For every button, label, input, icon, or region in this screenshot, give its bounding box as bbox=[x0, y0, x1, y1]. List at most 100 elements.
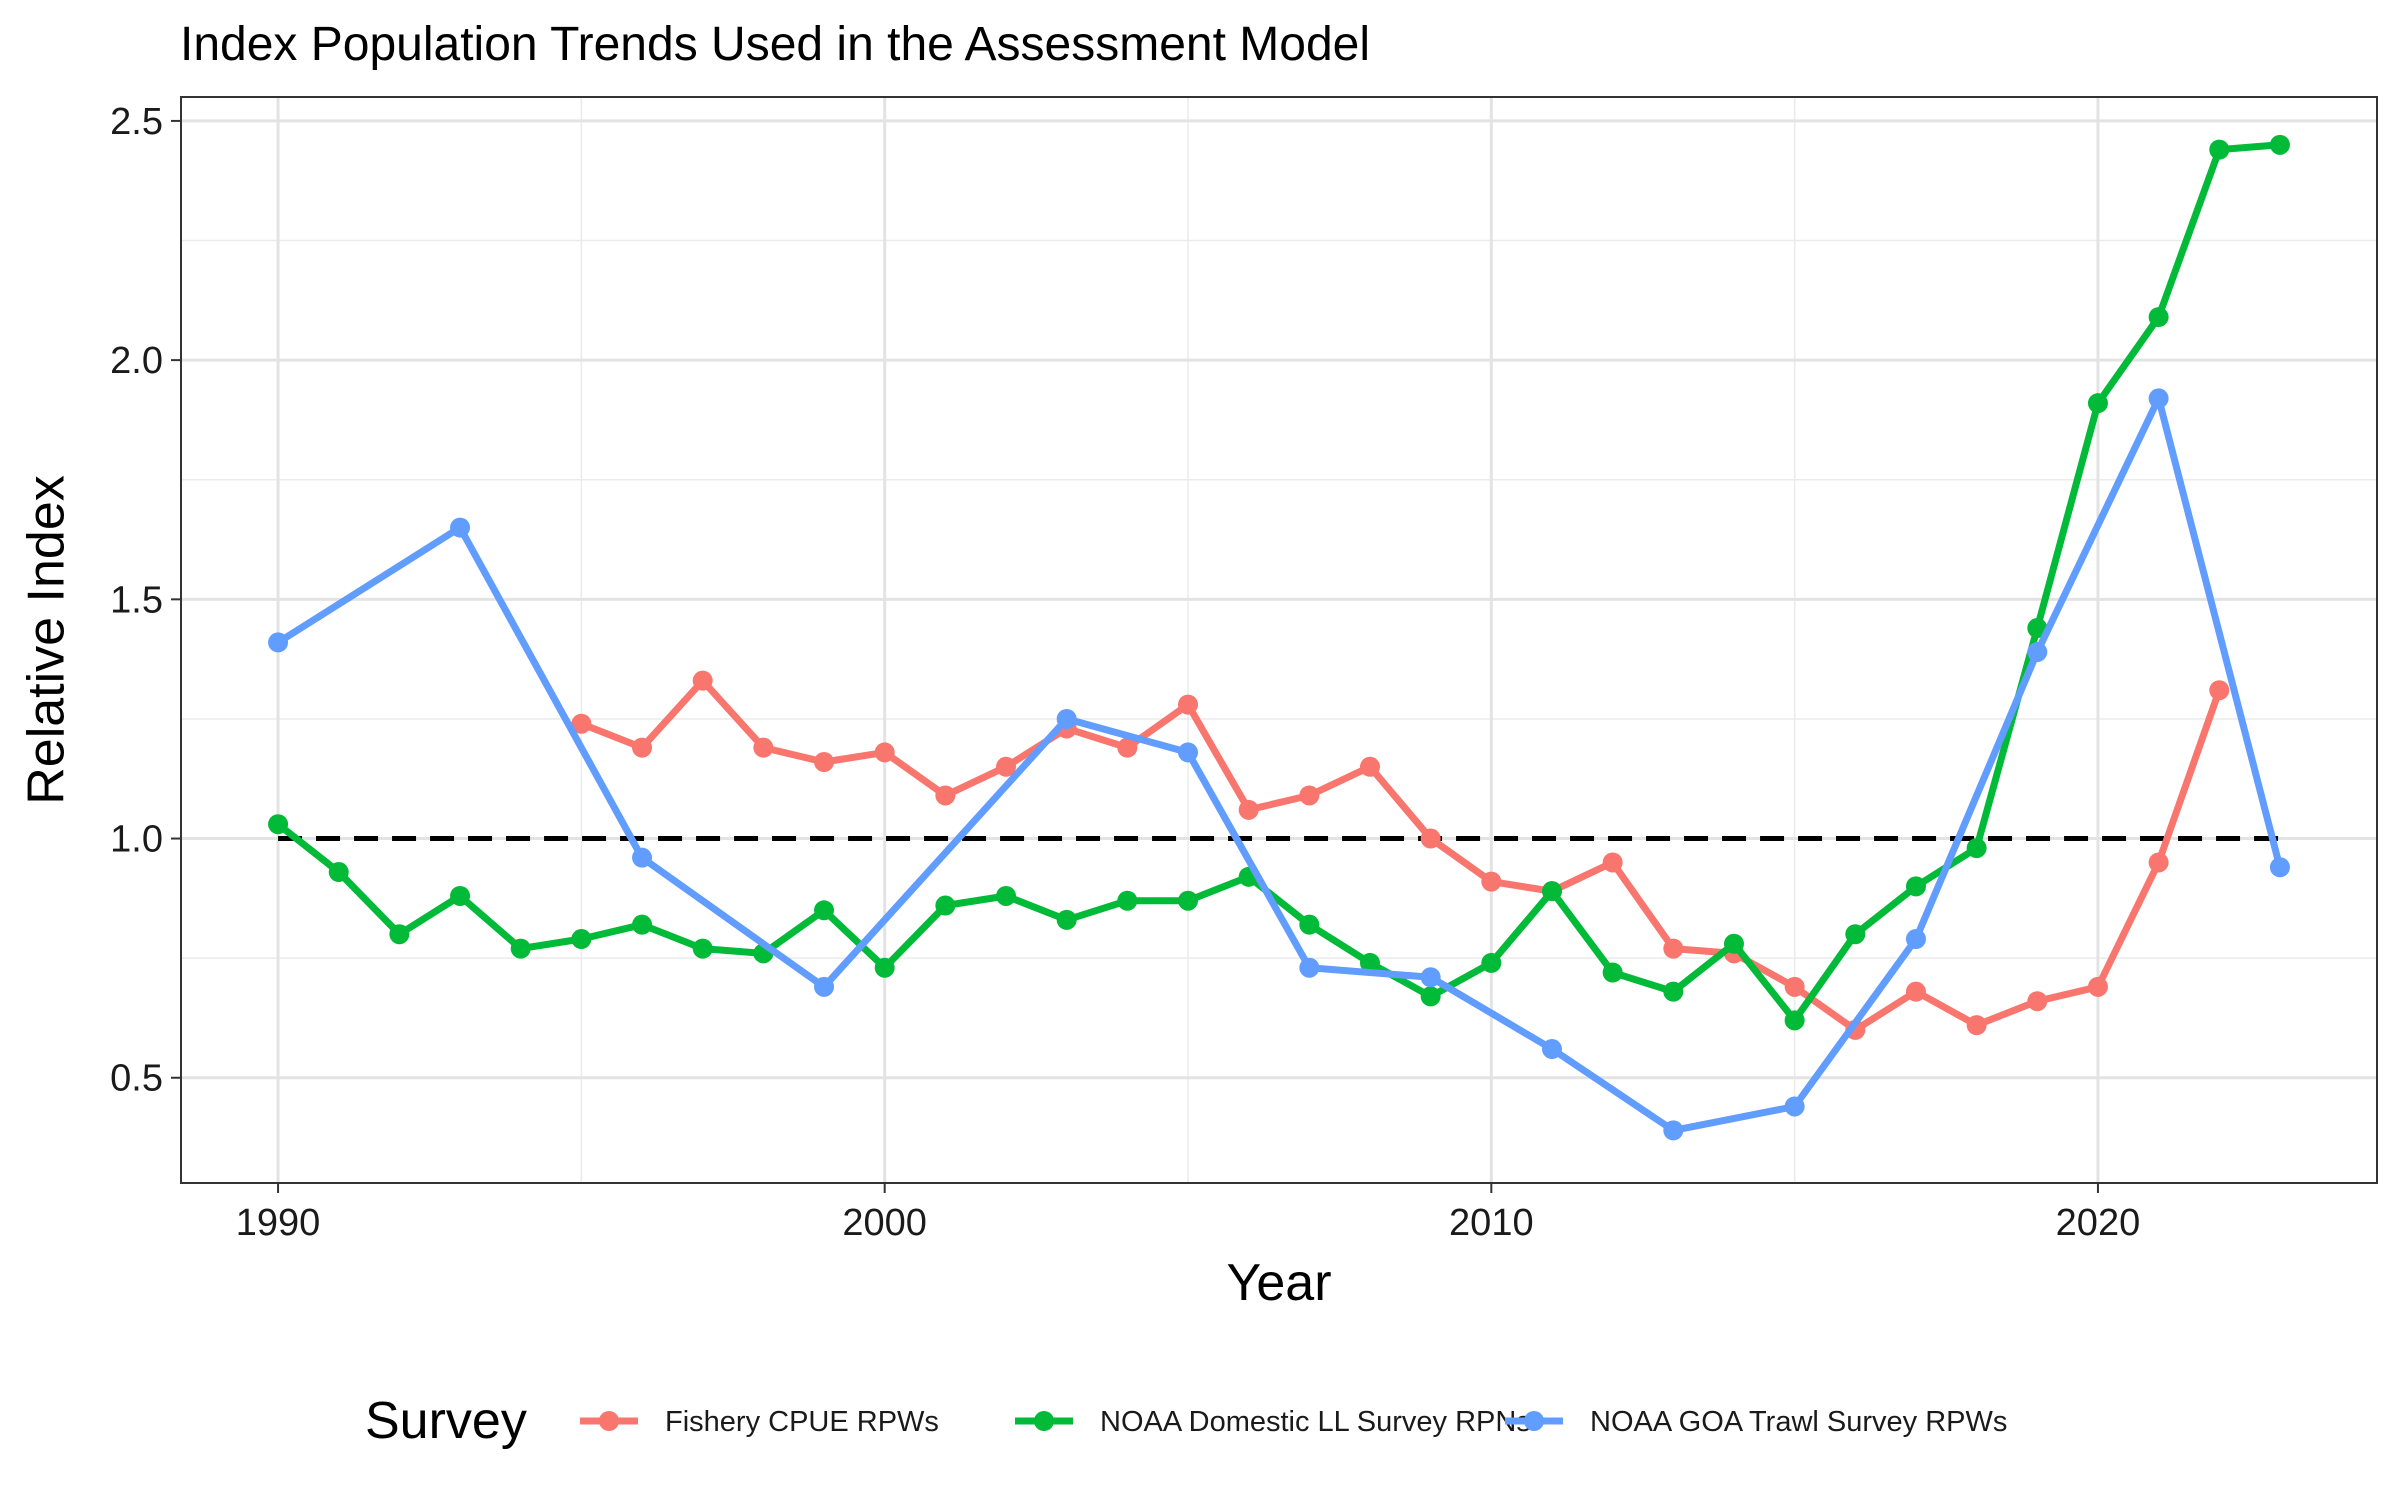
data-point bbox=[1359, 952, 1380, 973]
data-point bbox=[1481, 952, 1502, 973]
data-point bbox=[1541, 881, 1562, 902]
data-point bbox=[632, 914, 653, 935]
grid bbox=[181, 97, 2377, 1183]
x-tick-label: 2020 bbox=[2056, 1202, 2141, 1244]
data-point bbox=[1784, 1096, 1805, 1117]
legend-label: NOAA GOA Trawl Survey RPWs bbox=[1590, 1406, 2007, 1438]
data-point bbox=[2209, 139, 2230, 160]
data-point bbox=[1299, 914, 1320, 935]
data-point bbox=[1420, 986, 1441, 1007]
data-point bbox=[1299, 957, 1320, 978]
data-point bbox=[1238, 799, 1259, 820]
data-point bbox=[753, 737, 774, 758]
data-point bbox=[328, 862, 349, 883]
legend-item: Fishery CPUE RPWs bbox=[580, 1406, 939, 1438]
data-point bbox=[1905, 981, 1926, 1002]
y-tick-label: 2.5 bbox=[110, 101, 163, 143]
data-point bbox=[632, 847, 653, 868]
data-point bbox=[814, 900, 835, 921]
data-point bbox=[2269, 857, 2290, 878]
legend-key-point bbox=[1034, 1411, 1054, 1431]
y-axis-title: Relative Index bbox=[18, 475, 76, 805]
legend-key-point bbox=[599, 1411, 619, 1431]
y-tick-label: 2.0 bbox=[110, 340, 163, 382]
legend-item: NOAA GOA Trawl Survey RPWs bbox=[1505, 1406, 2007, 1438]
data-point bbox=[1663, 938, 1684, 959]
data-point bbox=[1178, 890, 1199, 911]
data-point bbox=[632, 737, 653, 758]
series-group bbox=[268, 388, 2290, 1141]
chart-title: Index Population Trends Used in the Asse… bbox=[180, 18, 1370, 71]
data-point bbox=[996, 756, 1017, 777]
data-point bbox=[692, 938, 713, 959]
data-point bbox=[1178, 694, 1199, 715]
data-point bbox=[1663, 1120, 1684, 1141]
data-point bbox=[1905, 929, 1926, 950]
data-point bbox=[1723, 933, 1744, 954]
data-point bbox=[1117, 737, 1138, 758]
legend-title: Survey bbox=[365, 1392, 527, 1450]
data-point bbox=[2209, 680, 2230, 701]
x-tick-label: 2000 bbox=[842, 1202, 927, 1244]
data-point bbox=[450, 517, 471, 538]
data-point bbox=[2087, 393, 2108, 414]
series-layer bbox=[268, 134, 2290, 1141]
data-point bbox=[1966, 838, 1987, 859]
data-point bbox=[1784, 1010, 1805, 1031]
data-point bbox=[935, 895, 956, 916]
data-point bbox=[571, 713, 592, 734]
data-point bbox=[1602, 962, 1623, 983]
data-point bbox=[571, 929, 592, 950]
data-point bbox=[1420, 967, 1441, 988]
data-point bbox=[2027, 641, 2048, 662]
legend-label: NOAA Domestic LL Survey RPNs bbox=[1100, 1406, 1531, 1438]
data-point bbox=[510, 938, 531, 959]
data-point bbox=[2269, 134, 2290, 155]
data-point bbox=[1966, 1015, 1987, 1036]
series-group bbox=[571, 670, 2230, 1040]
data-point bbox=[2148, 388, 2169, 409]
data-point bbox=[2148, 852, 2169, 873]
data-point bbox=[268, 632, 289, 653]
x-tick-label: 1990 bbox=[236, 1202, 321, 1244]
data-point bbox=[1056, 909, 1077, 930]
data-point bbox=[1178, 742, 1199, 763]
data-point bbox=[1359, 756, 1380, 777]
data-point bbox=[874, 957, 895, 978]
data-point bbox=[2027, 618, 2048, 639]
data-point bbox=[1905, 876, 1926, 897]
data-point bbox=[389, 924, 410, 945]
data-point bbox=[1784, 976, 1805, 997]
data-point bbox=[1602, 852, 1623, 873]
x-axis-title: Year bbox=[1226, 1254, 1331, 1312]
legend: Survey Fishery CPUE RPWs NOAA Domestic LL… bbox=[365, 1392, 2007, 1450]
data-point bbox=[268, 814, 289, 835]
legend-item: NOAA Domestic LL Survey RPNs bbox=[1015, 1406, 1531, 1438]
data-point bbox=[692, 670, 713, 691]
data-point bbox=[1845, 924, 1866, 945]
data-point bbox=[1663, 981, 1684, 1002]
series-line bbox=[577, 677, 2223, 1034]
data-point bbox=[1420, 828, 1441, 849]
data-point bbox=[1117, 890, 1138, 911]
data-point bbox=[1056, 708, 1077, 729]
data-point bbox=[814, 751, 835, 772]
data-point bbox=[2148, 307, 2169, 328]
legend-label: Fishery CPUE RPWs bbox=[665, 1406, 939, 1438]
y-tick-label: 1.5 bbox=[110, 579, 163, 621]
series-line bbox=[274, 141, 2284, 1024]
data-point bbox=[2027, 991, 2048, 1012]
x-tick-label: 2010 bbox=[1449, 1202, 1534, 1244]
data-point bbox=[1481, 871, 1502, 892]
data-point bbox=[450, 885, 471, 906]
y-tick-label: 0.5 bbox=[110, 1058, 163, 1100]
data-point bbox=[874, 742, 895, 763]
data-point bbox=[996, 885, 1017, 906]
data-point bbox=[1299, 785, 1320, 806]
legend-key-point bbox=[1524, 1411, 1544, 1431]
y-tick-label: 1.0 bbox=[110, 819, 163, 861]
data-point bbox=[935, 785, 956, 806]
plot-panel-border bbox=[180, 96, 2378, 1184]
axes: 1990 2000 2010 2020 0.5 1.0 1.5 2.0 2.5 bbox=[110, 101, 2140, 1244]
